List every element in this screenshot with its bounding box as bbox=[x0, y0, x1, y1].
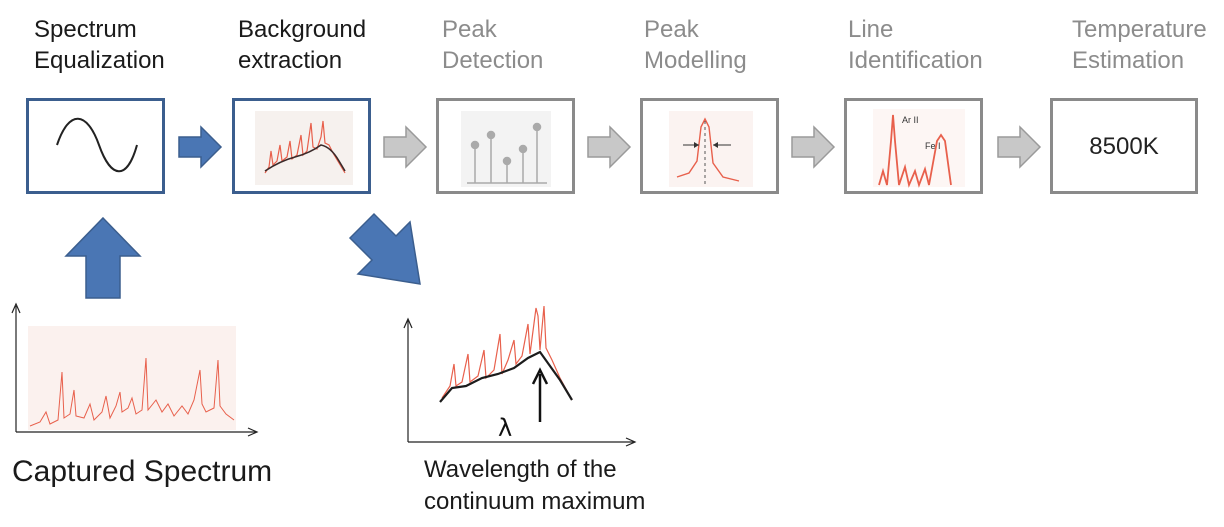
stage-label-peak-detection: Peak Detection bbox=[442, 16, 544, 74]
continuum-maximum-plot: λ bbox=[403, 296, 637, 447]
stage-label-peak-modelling: Peak Modelling bbox=[644, 16, 747, 74]
blue-diagonal-arrow-icon bbox=[348, 212, 421, 285]
background-extraction-box bbox=[232, 98, 371, 194]
gray-right-arrow-icon bbox=[587, 125, 632, 169]
peak-modelling-box bbox=[640, 98, 779, 194]
gray-right-arrow-icon bbox=[997, 125, 1042, 169]
lambda-symbol: λ bbox=[498, 414, 512, 442]
stage-label-spectrum-equalization: Spectrum Equalization bbox=[34, 16, 165, 74]
sine-wave-icon bbox=[56, 117, 138, 173]
blue-up-arrow-icon bbox=[64, 216, 142, 299]
gray-right-arrow-icon bbox=[383, 125, 428, 169]
spectrum-equalization-box bbox=[26, 98, 165, 194]
identified-lines-thumbnail: Ar II Fe I bbox=[873, 109, 965, 188]
stage-label-background-extraction: Background extraction bbox=[238, 16, 367, 74]
blue-right-arrow-icon bbox=[178, 125, 223, 169]
captured-spectrum-plot bbox=[11, 302, 259, 437]
stage-label-line-identification: Line Identification bbox=[848, 16, 983, 74]
temperature-value: 8500K bbox=[1089, 133, 1159, 160]
continuum-label: Wavelength of the continuum maximum bbox=[424, 456, 646, 515]
captured-spectrum-label: Captured Spectrum bbox=[12, 455, 273, 488]
background-spectrum-thumbnail bbox=[255, 111, 353, 185]
stage-label-temperature-estimation: Temperature Estimation bbox=[1072, 16, 1207, 74]
ar-line-label: Ar II bbox=[902, 115, 919, 125]
peak-detection-box bbox=[436, 98, 575, 194]
fe-line-label: Fe I bbox=[925, 141, 941, 151]
temperature-estimation-box: 8500K bbox=[1050, 98, 1198, 194]
gray-right-arrow-icon bbox=[791, 125, 836, 169]
peak-width-icon bbox=[669, 111, 753, 187]
lollipop-peaks-icon bbox=[461, 111, 551, 187]
line-identification-box: Ar II Fe I bbox=[844, 98, 983, 194]
